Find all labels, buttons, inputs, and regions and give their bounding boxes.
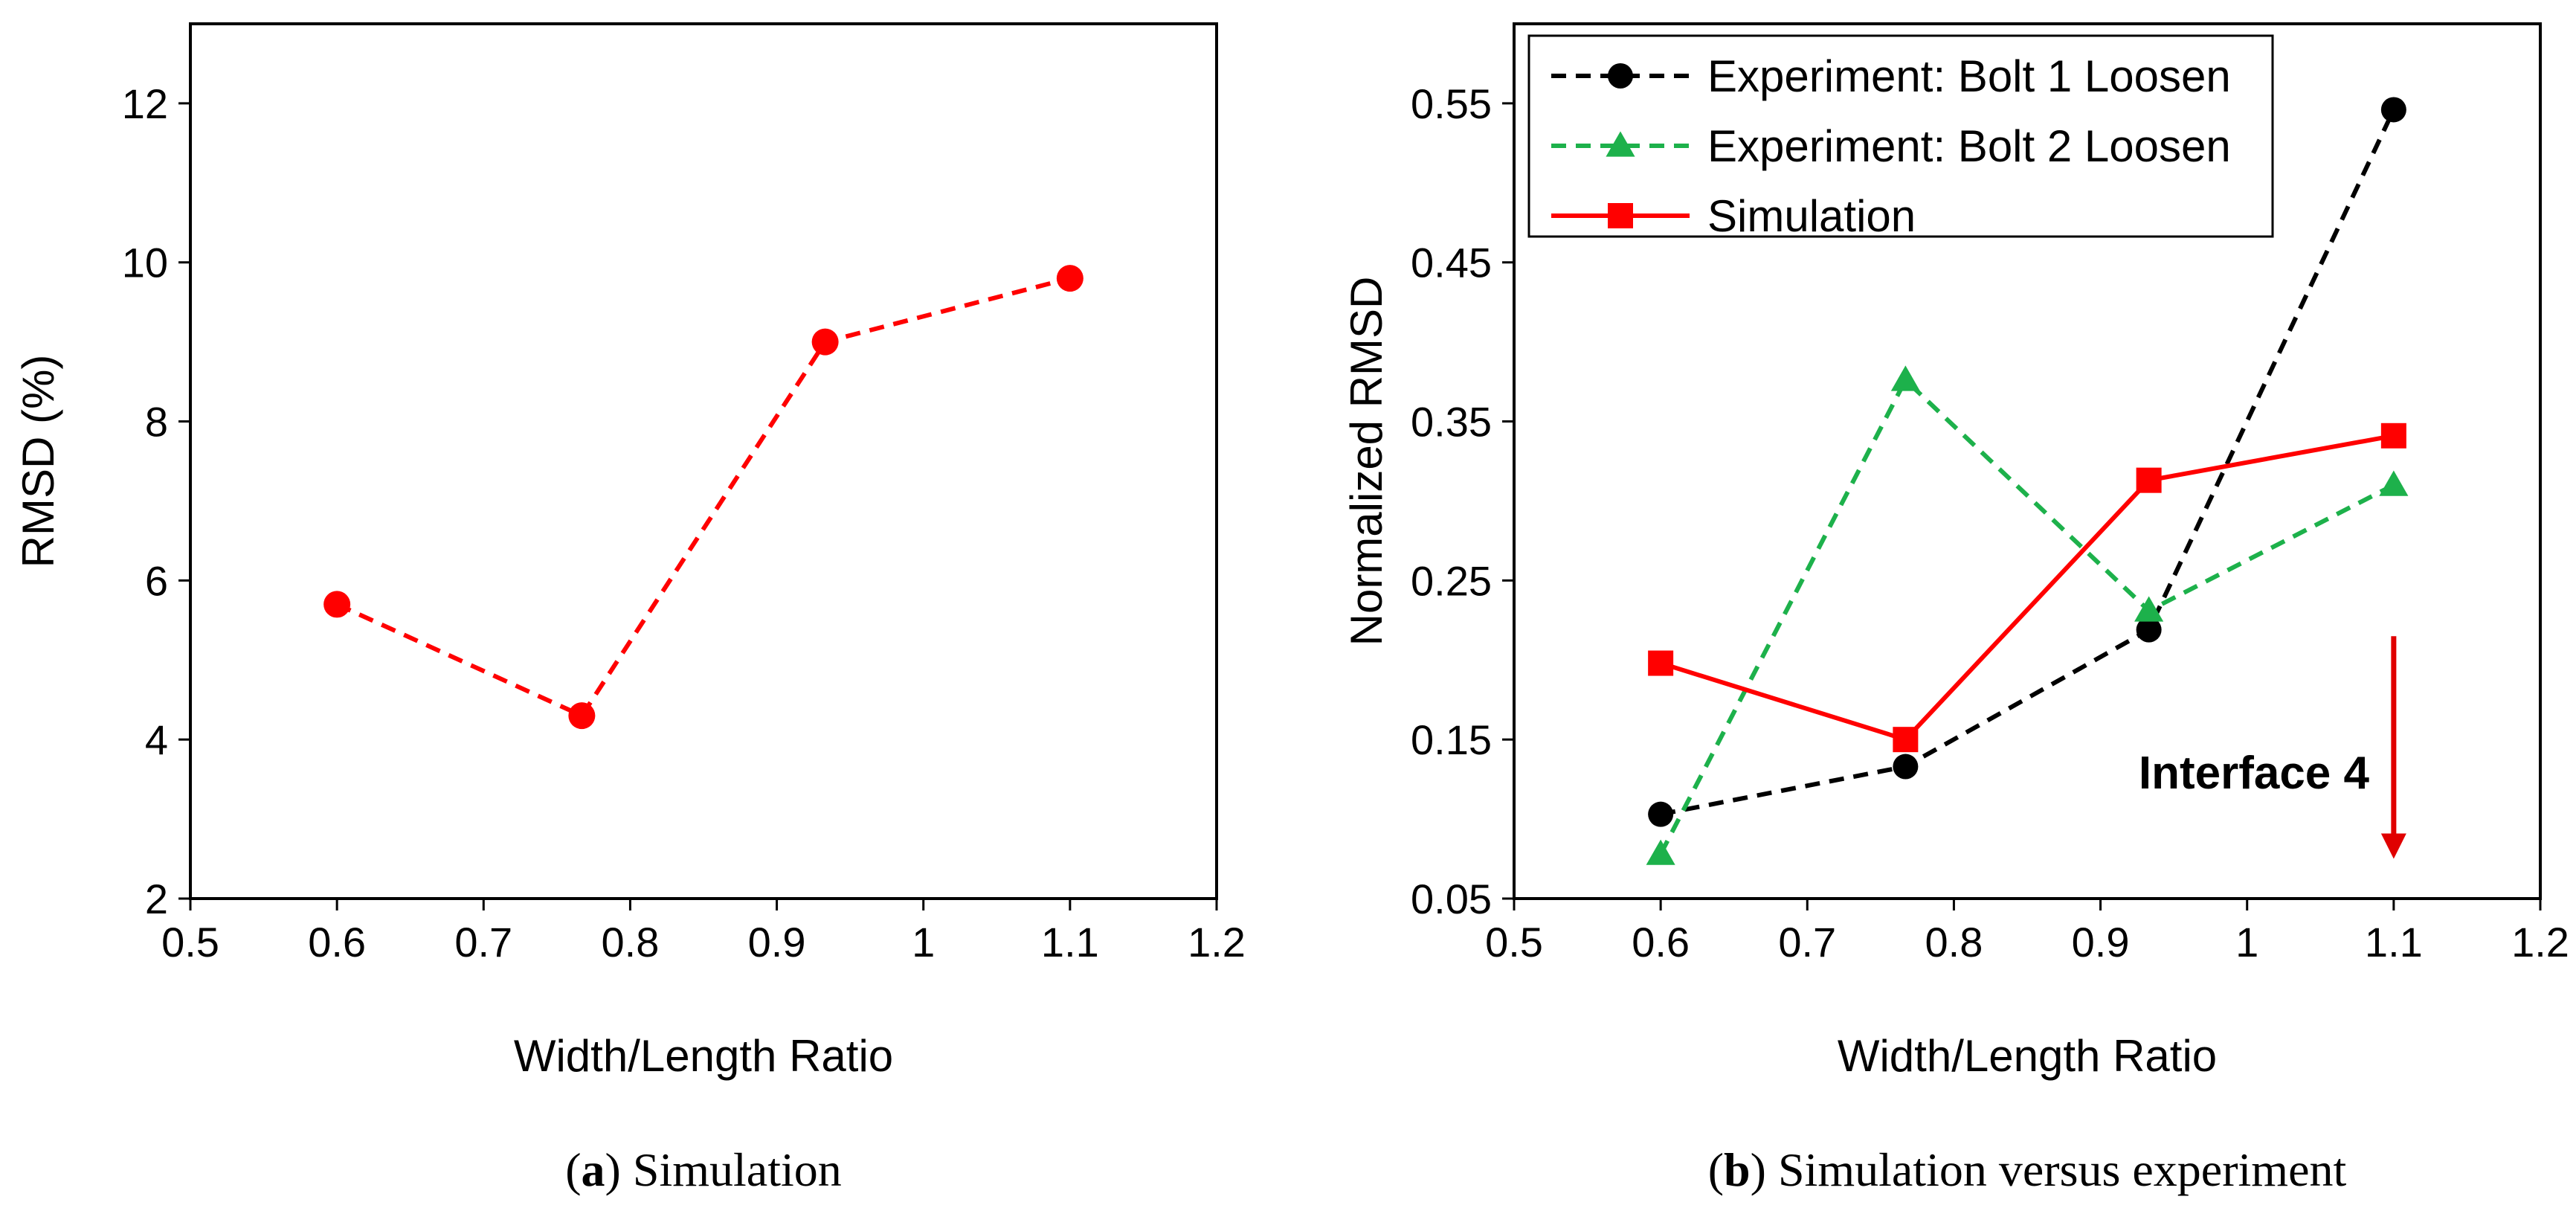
chart-b-y-axis-label: Normalized RMSD bbox=[1342, 277, 1391, 646]
chart-b-x-tick-label: 1.2 bbox=[2511, 919, 2569, 966]
chart-b-caption: (b) Simulation versus experiment bbox=[1708, 1143, 2347, 1196]
chart-b-y-tick-label: 0.15 bbox=[1411, 716, 1492, 763]
chart-a-series-1-point bbox=[323, 591, 350, 617]
chart-a-x-axis-label: Width/Length Ratio bbox=[514, 1031, 893, 1081]
chart-a-x-tick-label: 1.2 bbox=[1188, 919, 1246, 966]
chart-b-legend-marker-3 bbox=[1608, 203, 1633, 228]
chart-b-legend-marker-1 bbox=[1608, 63, 1633, 89]
chart-a-caption: (a) Simulation bbox=[565, 1143, 842, 1196]
chart-a-x-tick-label: 0.7 bbox=[454, 919, 512, 966]
chart-b-series-2-point bbox=[1646, 840, 1675, 865]
chart-b-y-tick-label: 0.45 bbox=[1411, 240, 1492, 286]
chart-a-y-tick-label: 4 bbox=[145, 716, 168, 763]
chart-b-series-1-point bbox=[2381, 97, 2406, 122]
chart-a-y-tick-label: 12 bbox=[122, 80, 168, 127]
chart-a-x-tick-label: 0.9 bbox=[748, 919, 806, 966]
chart-a-y-axis-label: RMSD (%) bbox=[13, 355, 63, 568]
chart-a: Width/Length Ratio RMSD (%) (a) Simulati… bbox=[13, 24, 1246, 1196]
chart-b-y-tick-label: 0.55 bbox=[1411, 80, 1492, 127]
chart-b-series-3-line bbox=[1661, 436, 2394, 739]
chart-b-series-3-point bbox=[2381, 423, 2406, 449]
chart-a-series-1-point bbox=[568, 702, 595, 729]
chart-b-x-tick-label: 0.8 bbox=[1925, 919, 1983, 966]
chart-b-series-3-point bbox=[1893, 727, 1918, 752]
chart-b-x-tick-label: 0.6 bbox=[1632, 919, 1690, 966]
chart-b-series-2-point bbox=[1891, 365, 1920, 391]
chart-b-x-axis-label: Width/Length Ratio bbox=[1838, 1031, 2217, 1081]
chart-b-legend-label-1: Experiment: Bolt 1 Loosen bbox=[1707, 51, 2231, 101]
chart-b-x-tick-label: 0.9 bbox=[2072, 919, 2130, 966]
chart-b-y-tick-label: 0.05 bbox=[1411, 876, 1492, 922]
chart-a-y-tick-label: 2 bbox=[145, 876, 168, 922]
chart-a-series-1-point bbox=[1057, 265, 1083, 292]
chart-b-legend-label-2: Experiment: Bolt 2 Loosen bbox=[1707, 121, 2231, 171]
chart-a-y-tick-label: 10 bbox=[122, 240, 168, 286]
chart-a-series-1-point bbox=[812, 329, 839, 356]
chart-b-annotation-arrow-head bbox=[2381, 834, 2406, 859]
chart-a-y-tick-label: 8 bbox=[145, 399, 168, 446]
chart-b-legend-label-3: Simulation bbox=[1707, 191, 1916, 241]
chart-a-x-tick-label: 0.5 bbox=[161, 919, 219, 966]
chart-a-x-tick-label: 1.1 bbox=[1041, 919, 1099, 966]
chart-a-x-tick-label: 0.6 bbox=[308, 919, 366, 966]
chart-b-series-3-point bbox=[2137, 468, 2162, 493]
chart-b-x-tick-label: 0.5 bbox=[1485, 919, 1543, 966]
chart-b-x-tick-label: 1.1 bbox=[2365, 919, 2423, 966]
chart-b-y-tick-label: 0.35 bbox=[1411, 399, 1492, 446]
chart-a-y-tick-label: 6 bbox=[145, 557, 168, 604]
chart-a-x-tick-label: 0.8 bbox=[601, 919, 659, 966]
chart-b-series-2-point bbox=[2379, 471, 2408, 496]
chart-a-plot-area bbox=[190, 24, 1217, 899]
chart-b: Width/Length Ratio Normalized RMSD (b) S… bbox=[1342, 24, 2569, 1196]
chart-b-x-tick-label: 0.7 bbox=[1778, 919, 1836, 966]
chart-b-legend: Experiment: Bolt 1 Loosen Experiment: Bol… bbox=[1529, 36, 2273, 241]
chart-a-series-1-line bbox=[337, 278, 1070, 716]
chart-b-y-tick-label: 0.25 bbox=[1411, 557, 1492, 604]
chart-b-x-tick-label: 1 bbox=[2235, 919, 2258, 966]
chart-b-series-1-point bbox=[1893, 754, 1918, 780]
figure: Width/Length Ratio RMSD (%) (a) Simulati… bbox=[0, 0, 2576, 1211]
chart-b-series-3-point bbox=[1648, 651, 1673, 676]
chart-b-series-1-point bbox=[1648, 802, 1673, 827]
chart-b-annotation-text: Interface 4 bbox=[2139, 748, 2370, 799]
chart-a-x-tick-label: 1 bbox=[912, 919, 935, 966]
